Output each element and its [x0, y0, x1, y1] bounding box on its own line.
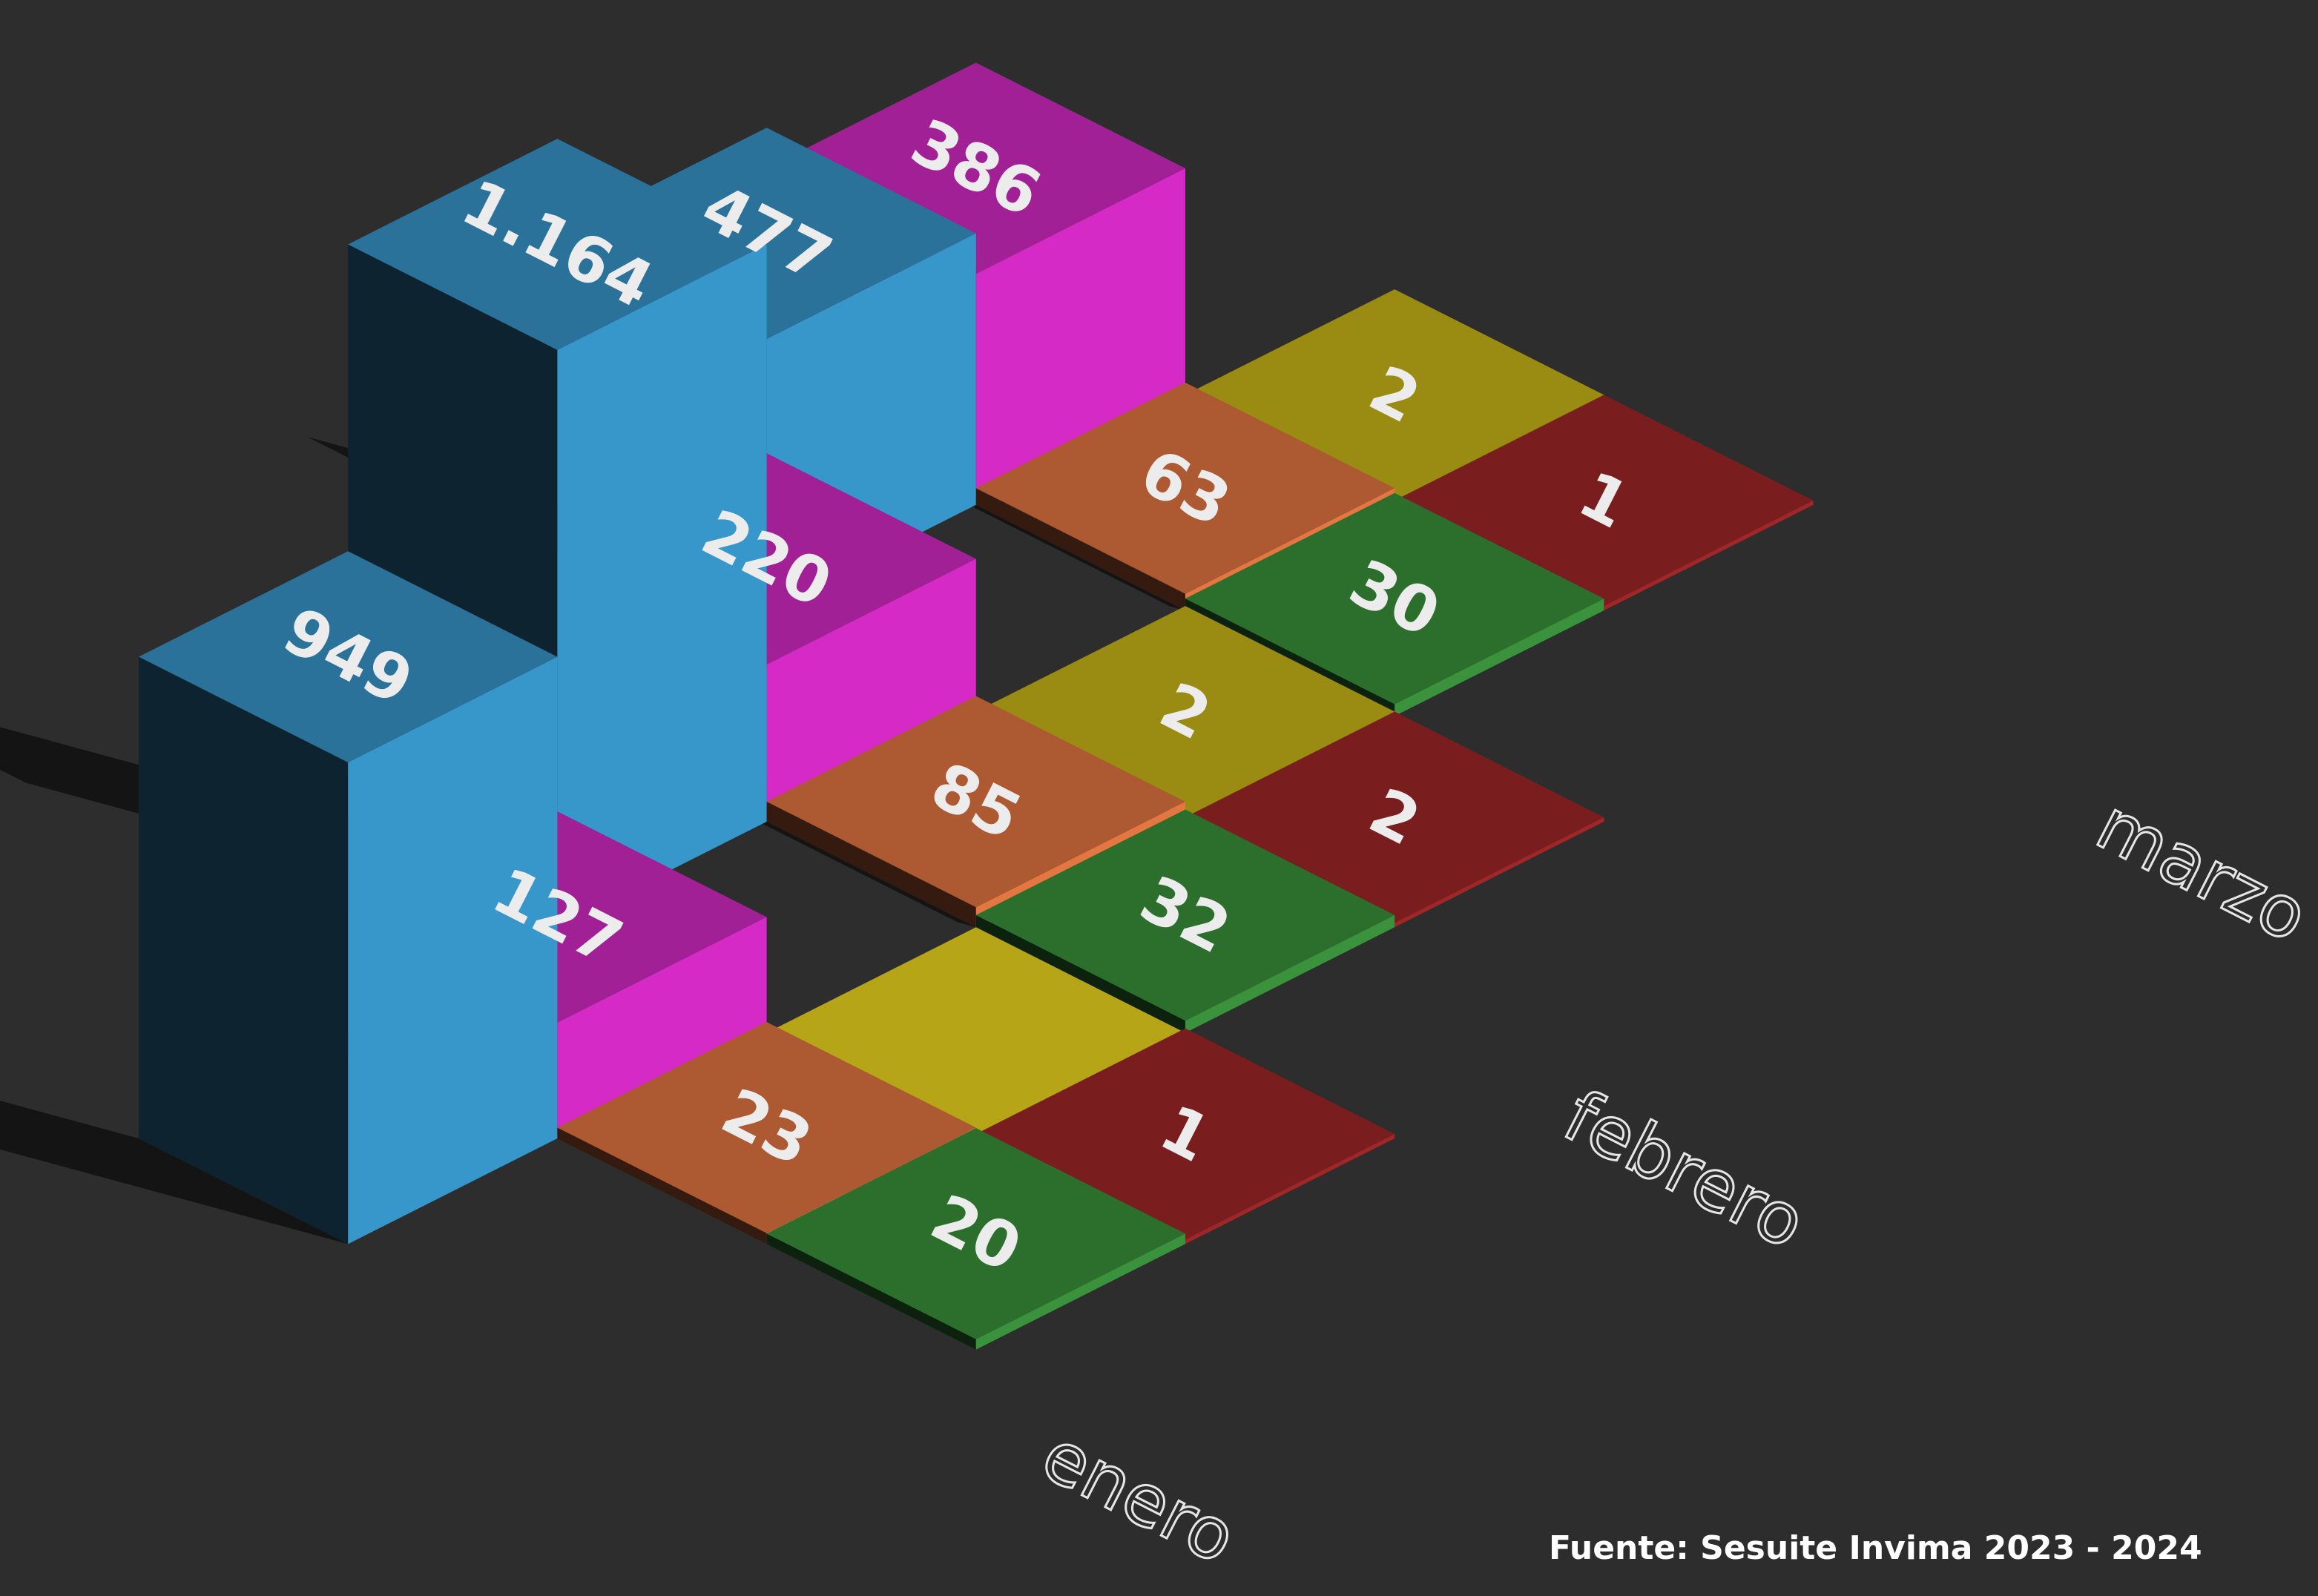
bar-enero-1-right-face [557, 917, 767, 1138]
bar-enero-2-left-face [557, 1127, 767, 1244]
bar-marzo-2-shadow [960, 501, 1185, 611]
bar-febrero-5-top-face [1185, 711, 1604, 923]
bar-febrero-3-top-face [975, 809, 1395, 1021]
source-note: Fuente: Sesuite Invima 2023 - 2024 [1549, 1529, 2202, 1567]
bar-marzo-2-top-face [975, 382, 1395, 594]
bar-enero-0-right-face [348, 656, 558, 1244]
bar-marzo-2-left-face [975, 488, 1185, 611]
bar-enero-0-left-face [139, 656, 349, 1244]
bar-febrero-1-right-face [766, 558, 976, 822]
bar-febrero-5-right-face [1395, 817, 1604, 928]
month-label-febrero: febrero [1552, 1075, 1818, 1265]
bar-enero-5-right-face [1185, 1134, 1395, 1244]
bar-enero-3 [766, 1128, 1185, 1350]
bar-febrero-2-top-face [766, 696, 1185, 908]
bar-marzo-4-top-face [1185, 289, 1604, 501]
bar-marzo-0-top-face [557, 128, 976, 339]
bar-febrero-2-left-face [766, 801, 976, 928]
bar-enero-3-top-face [766, 1128, 1185, 1339]
bar-febrero-2-shadow [748, 817, 976, 928]
bar-febrero-3-left-face [975, 914, 1185, 1033]
bar-marzo-5-right-face [1604, 500, 1814, 611]
bar-enero-0-top-face [139, 551, 558, 762]
bar-enero-0-shadow [0, 1101, 349, 1244]
bar-enero-2-top-face [557, 1022, 976, 1233]
bars [139, 62, 1814, 1350]
bar-enero-3-right-face [975, 1233, 1185, 1350]
bar-febrero-0-top-face [348, 139, 767, 350]
bar-febrero-4-top-face [975, 606, 1395, 817]
bar-enero-4 [766, 927, 1185, 1138]
bar-febrero-0-right-face [557, 244, 767, 928]
bar-enero-4-top-face [766, 927, 1185, 1138]
bar-marzo-1-top-face [766, 62, 1185, 274]
bar-marzo-3-right-face [1395, 598, 1604, 716]
bar-febrero-3 [975, 809, 1395, 1033]
month-label-marzo: marzo [2084, 783, 2318, 958]
bar-enero-3-left-face [766, 1233, 976, 1350]
bar-febrero-3-right-face [1185, 914, 1395, 1033]
bar-marzo-3-top-face [1185, 492, 1604, 705]
month-label-enero: enero [1030, 1414, 1249, 1580]
bar-enero-0 [139, 551, 558, 1244]
